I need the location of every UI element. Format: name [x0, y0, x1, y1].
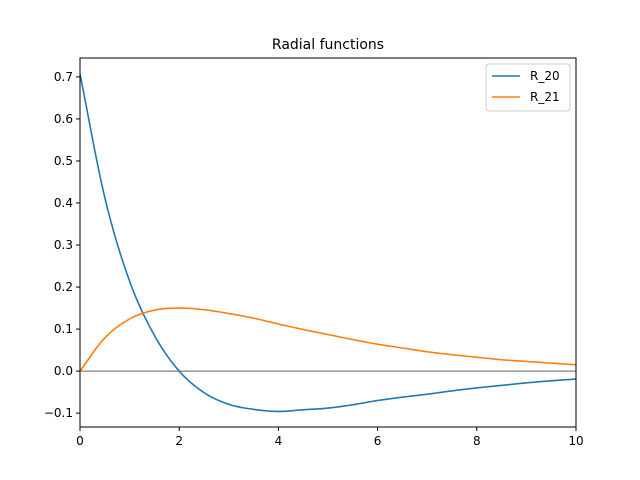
- y-tick-label: 0.1: [54, 322, 73, 336]
- x-tick-label: 10: [568, 434, 583, 448]
- x-tick-label: 8: [473, 434, 481, 448]
- y-tick-label: 0.7: [54, 70, 73, 84]
- y-tick-label: −0.1: [44, 406, 73, 420]
- legend-label: R_20: [530, 69, 560, 83]
- plot-frame: [79, 57, 577, 428]
- x-tick-label: 6: [374, 434, 382, 448]
- y-tick-label: 0.6: [54, 112, 73, 126]
- chart-title: Radial functions: [272, 37, 384, 53]
- y-tick-label: 0.3: [54, 238, 73, 252]
- x-tick-label: 2: [175, 434, 183, 448]
- series-lines: [80, 73, 576, 413]
- y-axis: −0.1 0.0 0.1 0.2 0.3 0.4 0.5 0.6 0.7: [44, 70, 80, 420]
- y-tick-label: 0.2: [54, 280, 73, 294]
- y-tick-label: 0.0: [54, 364, 73, 378]
- y-tick-label: 0.5: [54, 154, 73, 168]
- series-line-r-20: [80, 73, 576, 413]
- legend-label: R_21: [530, 90, 560, 104]
- x-axis: 0 2 4 6 8 10: [76, 427, 584, 448]
- x-tick-label: 4: [275, 434, 283, 448]
- x-tick-label: 0: [76, 434, 84, 448]
- series-line-r-21: [80, 307, 576, 372]
- legend: R_20 R_21: [485, 63, 571, 112]
- y-tick-label: 0.4: [54, 196, 73, 210]
